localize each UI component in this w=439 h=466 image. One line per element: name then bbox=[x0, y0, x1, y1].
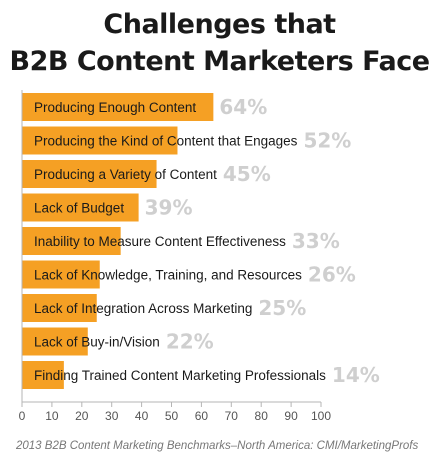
category-label: Producing Enough Content bbox=[34, 100, 196, 115]
x-tick-label: 30 bbox=[105, 409, 119, 423]
bar bbox=[22, 361, 64, 389]
bar bbox=[22, 93, 214, 121]
x-tick-label: 90 bbox=[284, 409, 298, 423]
x-tick-label: 0 bbox=[19, 409, 26, 423]
value-label: 45% bbox=[223, 162, 271, 186]
value-label: 33% bbox=[292, 229, 340, 253]
bar bbox=[22, 294, 97, 322]
x-tick-label: 50 bbox=[165, 409, 179, 423]
bar-chart: Producing Enough Content 64% Producing the… bbox=[19, 90, 380, 423]
chart-title-line-1: Challenges that bbox=[103, 9, 336, 40]
value-label: 39% bbox=[145, 196, 193, 220]
category-label: Producing the Kind of Content that Engag… bbox=[34, 134, 298, 149]
value-label: 14% bbox=[332, 363, 380, 387]
x-tick-label: 100 bbox=[311, 409, 331, 423]
value-label: 52% bbox=[303, 129, 351, 153]
x-tick-label: 40 bbox=[135, 409, 149, 423]
category-label: Producing a Variety of Content bbox=[34, 167, 217, 182]
bar bbox=[22, 126, 178, 155]
bar bbox=[22, 327, 88, 356]
bar bbox=[22, 193, 139, 222]
source-note: 2013 B2B Content Marketing Benchmarks–No… bbox=[16, 440, 419, 452]
bar bbox=[22, 227, 121, 255]
category-label: Lack of Buy-in/Vision bbox=[34, 335, 160, 350]
value-label: 26% bbox=[308, 263, 356, 287]
value-label: 64% bbox=[219, 95, 267, 119]
category-label: Finding Trained Content Marketing Profes… bbox=[34, 368, 326, 383]
bar bbox=[22, 260, 100, 289]
value-label: 22% bbox=[166, 330, 214, 354]
x-tick-label: 20 bbox=[75, 409, 89, 423]
category-label: Lack of Knowledge, Training, and Resourc… bbox=[34, 268, 302, 283]
category-label: Inability to Measure Content Effectivene… bbox=[34, 234, 286, 249]
x-tick-label: 80 bbox=[255, 409, 269, 423]
chart-title: Challenges that B2B Content Marketers Fa… bbox=[0, 6, 439, 80]
chart-title-line-2: B2B Content Marketers Face bbox=[9, 46, 430, 77]
category-label: Lack of Integration Across Marketing bbox=[34, 301, 252, 316]
x-tick-label: 10 bbox=[45, 409, 59, 423]
category-label: Lack of Budget bbox=[34, 201, 124, 216]
bar bbox=[22, 160, 157, 188]
x-tick-label: 70 bbox=[225, 409, 239, 423]
value-label: 25% bbox=[258, 296, 306, 320]
x-tick-label: 60 bbox=[195, 409, 209, 423]
